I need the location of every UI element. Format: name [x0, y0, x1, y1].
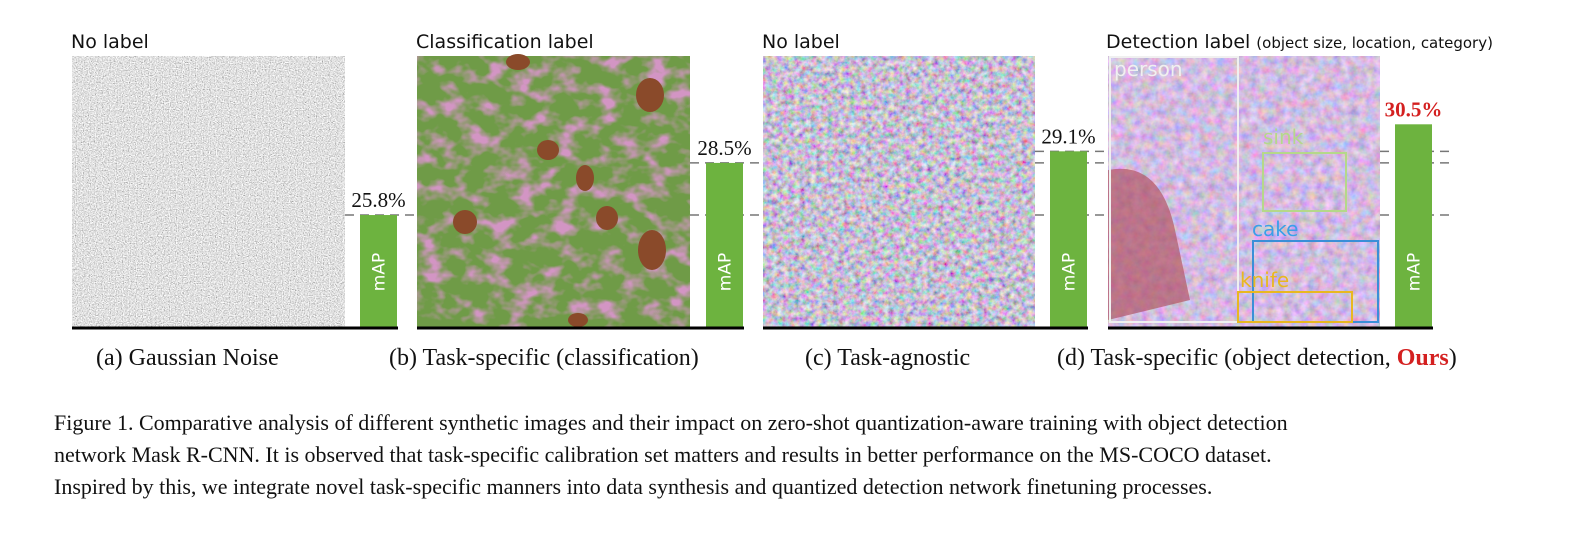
bar-label: mAP: [1405, 253, 1425, 291]
header-text: Detection label: [1106, 31, 1250, 53]
figure-caption: Figure 1. Comparative analysis of differ…: [54, 410, 1288, 499]
caption-line: Inspired by this, we integrate novel tas…: [54, 474, 1212, 499]
bar-label: mAP: [716, 253, 736, 291]
panel-caption: (d) Task-specific (object detection, Our…: [1057, 345, 1457, 371]
image-noise-texture: [72, 56, 345, 327]
panel-caption: (c) Task-agnostic: [805, 345, 970, 371]
panel-caption: (a) Gaussian Noise: [96, 345, 279, 371]
bar: [1050, 151, 1087, 327]
image-agnostic-texture: [763, 56, 1035, 327]
bar: [360, 215, 397, 327]
dog-heads: [453, 54, 666, 327]
caption-end: ): [1449, 345, 1457, 371]
bar: [1395, 124, 1432, 327]
panel-caption: (b) Task-specific (classification): [389, 345, 699, 371]
person-shape: [1108, 168, 1190, 320]
box-label: knife: [1240, 268, 1289, 292]
value-label: 30.5%: [1385, 97, 1443, 121]
value-label: 28.5%: [697, 136, 751, 160]
panel-header: Classification label: [416, 31, 594, 53]
detection-boxes: [1109, 56, 1379, 323]
box-label: person: [1114, 57, 1183, 81]
box-person: [1109, 56, 1239, 323]
box-label: sink: [1263, 125, 1304, 149]
caption-text: (d) Task-specific (object detection,: [1057, 345, 1397, 371]
panel-header: No label: [71, 31, 149, 53]
value-label: 25.8%: [351, 188, 405, 212]
header-note: (object size, location, category): [1256, 34, 1493, 52]
bar-label: mAP: [370, 253, 390, 291]
box-sink: [1262, 152, 1347, 212]
caption-line: network Mask R-CNN. It is observed that …: [54, 442, 1272, 467]
bar: [706, 162, 743, 327]
bar-label: mAP: [1060, 253, 1080, 291]
box-label: cake: [1252, 217, 1298, 241]
caption-line: Figure 1. Comparative analysis of differ…: [54, 410, 1288, 435]
value-label: 29.1%: [1041, 124, 1095, 148]
panel-header: Detection label (object size, location, c…: [1106, 31, 1493, 53]
box-knife: [1237, 291, 1353, 323]
caption-highlight: Ours: [1397, 345, 1449, 371]
panel-header: No label: [762, 31, 840, 53]
